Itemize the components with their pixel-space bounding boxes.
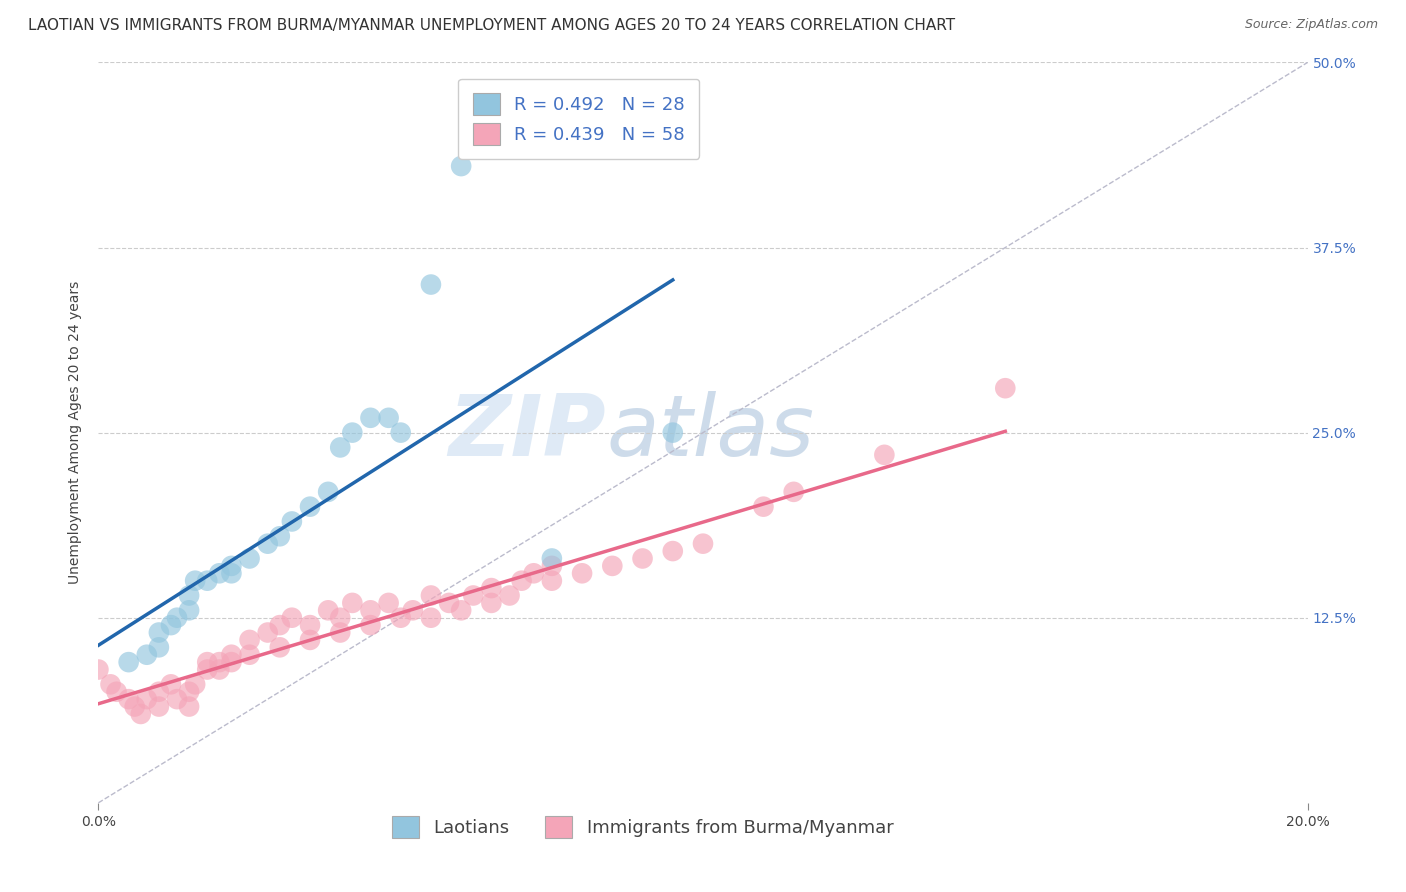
Point <box>994 381 1017 395</box>
Point <box>239 648 262 662</box>
Point <box>87 663 110 677</box>
Point <box>184 574 207 588</box>
Point <box>329 610 352 624</box>
Point <box>100 677 122 691</box>
Point <box>783 484 806 499</box>
Point <box>299 618 322 632</box>
Point <box>184 677 207 691</box>
Point <box>256 536 278 550</box>
Point <box>389 610 412 624</box>
Point <box>221 648 243 662</box>
Point <box>281 515 304 529</box>
Point <box>179 699 201 714</box>
Point <box>269 618 291 632</box>
Point <box>510 574 533 588</box>
Point <box>256 625 278 640</box>
Point <box>195 663 218 677</box>
Point <box>160 618 183 632</box>
Point <box>299 500 322 514</box>
Text: Source: ZipAtlas.com: Source: ZipAtlas.com <box>1244 18 1378 31</box>
Point <box>540 558 562 573</box>
Point <box>166 692 188 706</box>
Point <box>269 529 291 543</box>
Point <box>523 566 546 581</box>
Point <box>402 603 425 617</box>
Point <box>481 581 503 595</box>
Point <box>118 692 141 706</box>
Point <box>135 648 157 662</box>
Point <box>389 425 412 440</box>
Point <box>316 484 339 499</box>
Point <box>342 596 364 610</box>
Point <box>316 603 339 617</box>
Text: ZIP: ZIP <box>449 391 606 475</box>
Point <box>239 632 262 647</box>
Point <box>221 558 243 573</box>
Point <box>342 425 364 440</box>
Point <box>221 566 243 581</box>
Point <box>195 574 218 588</box>
Point <box>148 685 170 699</box>
Point <box>118 655 141 669</box>
Point <box>148 640 170 655</box>
Text: LAOTIAN VS IMMIGRANTS FROM BURMA/MYANMAR UNEMPLOYMENT AMONG AGES 20 TO 24 YEARS : LAOTIAN VS IMMIGRANTS FROM BURMA/MYANMAR… <box>28 18 955 33</box>
Point <box>208 663 231 677</box>
Point <box>195 655 218 669</box>
Point <box>269 640 291 655</box>
Point <box>221 655 243 669</box>
Point <box>179 589 201 603</box>
Point <box>420 589 443 603</box>
Point <box>420 277 443 292</box>
Point <box>692 536 714 550</box>
Point <box>661 425 683 440</box>
Point <box>148 625 170 640</box>
Point <box>166 610 188 624</box>
Text: atlas: atlas <box>606 391 814 475</box>
Point <box>873 448 896 462</box>
Point <box>377 410 399 425</box>
Point <box>179 603 201 617</box>
Point <box>360 618 382 632</box>
Point <box>105 685 128 699</box>
Point <box>540 574 562 588</box>
Point <box>498 589 520 603</box>
Point <box>208 655 231 669</box>
Point <box>463 589 485 603</box>
Point <box>148 699 170 714</box>
Point <box>135 692 157 706</box>
Point <box>281 610 304 624</box>
Point <box>239 551 262 566</box>
Point <box>160 677 183 691</box>
Point <box>329 625 352 640</box>
Point <box>631 551 654 566</box>
Point <box>571 566 593 581</box>
Point <box>208 566 231 581</box>
Point <box>450 159 472 173</box>
Point <box>360 603 382 617</box>
Point <box>752 500 775 514</box>
Point <box>299 632 322 647</box>
Point <box>481 596 503 610</box>
Point <box>377 596 399 610</box>
Point <box>661 544 683 558</box>
Point <box>179 685 201 699</box>
Point <box>360 410 382 425</box>
Point <box>602 558 624 573</box>
Point <box>129 706 152 721</box>
Point <box>540 551 562 566</box>
Point <box>450 603 472 617</box>
Legend: Laotians, Immigrants from Burma/Myanmar: Laotians, Immigrants from Burma/Myanmar <box>384 809 901 846</box>
Point <box>124 699 146 714</box>
Point <box>420 610 443 624</box>
Y-axis label: Unemployment Among Ages 20 to 24 years: Unemployment Among Ages 20 to 24 years <box>69 281 83 584</box>
Point <box>437 596 460 610</box>
Point <box>329 441 352 455</box>
